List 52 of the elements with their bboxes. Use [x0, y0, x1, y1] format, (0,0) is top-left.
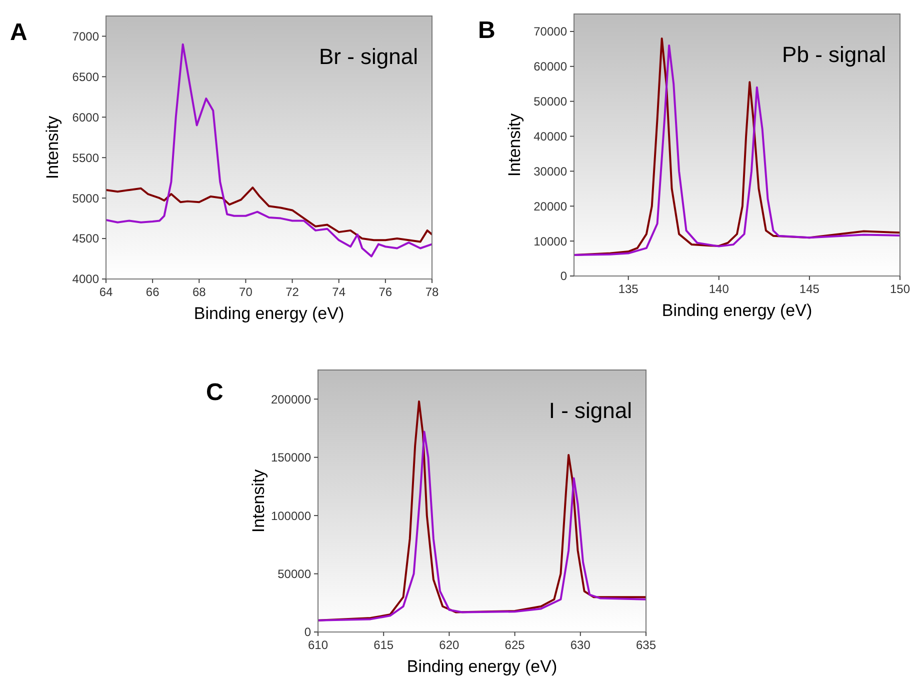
y-tick-label: 50000	[534, 94, 568, 109]
y-tick-label: 7000	[72, 29, 100, 44]
y-tick-label: 30000	[534, 164, 568, 178]
x-axis-title: Binding energy (eV)	[406, 657, 558, 676]
y-axis-title: Intensity	[249, 468, 268, 533]
x-tick-label: 70	[239, 285, 253, 299]
x-tick-label: 625	[504, 638, 526, 652]
y-tick-label: 20000	[534, 199, 568, 214]
y-tick-label: 10000	[534, 234, 568, 248]
x-tick-label: 140	[708, 282, 730, 296]
x-axis-title: Binding energy (eV)	[662, 301, 812, 320]
x-tick-label: 620	[439, 638, 460, 652]
x-tick-label: 145	[799, 282, 820, 296]
x-tick-label: 68	[192, 285, 206, 299]
y-tick-label: 60000	[534, 60, 568, 74]
y-tick-label: 50000	[278, 566, 312, 581]
y-tick-label: 70000	[534, 24, 568, 39]
y-tick-label: 40000	[534, 129, 568, 144]
x-tick-label: 610	[308, 638, 328, 652]
y-tick-label: 4500	[72, 232, 100, 246]
x-tick-label: 64	[99, 285, 113, 299]
y-tick-label: 5000	[72, 191, 100, 206]
y-tick-label: 6000	[72, 110, 100, 124]
annotation: Pb - signal	[782, 42, 886, 67]
y-axis-title: Intensity	[505, 112, 524, 177]
y-axis-title: Intensity	[43, 115, 62, 180]
line-series	[106, 186, 432, 243]
x-tick-label: 150	[890, 282, 910, 296]
x-tick-label: 78	[425, 285, 439, 299]
x-tick-label: 635	[636, 638, 656, 652]
x-tick-label: 615	[374, 638, 394, 652]
x-tick-label: 630	[570, 638, 591, 652]
y-tick-label: 200000	[270, 392, 312, 406]
y-tick-label: 0	[560, 269, 568, 284]
x-tick-label: 72	[286, 285, 300, 299]
chart-title: C	[206, 379, 224, 406]
x-tick-label: 135	[618, 282, 639, 296]
x-axis-title: Binding energy (eV)	[194, 304, 344, 323]
y-tick-label: 100000	[270, 508, 312, 523]
x-tick-label: 74	[332, 285, 346, 299]
y-tick-label: 0	[304, 625, 312, 640]
x-tick-label: 76	[378, 285, 392, 299]
y-tick-label: 6500	[72, 70, 100, 84]
y-tick-label: 5500	[72, 150, 100, 165]
line-series	[106, 43, 432, 258]
y-tick-label: 150000	[270, 450, 312, 465]
y-tick-label: 4000	[72, 272, 100, 286]
annotation: Br - signal	[318, 44, 418, 69]
chart-title: A	[10, 19, 28, 46]
chart-title: B	[478, 17, 496, 44]
annotation: I - signal	[548, 398, 632, 423]
x-tick-label: 66	[146, 285, 160, 299]
